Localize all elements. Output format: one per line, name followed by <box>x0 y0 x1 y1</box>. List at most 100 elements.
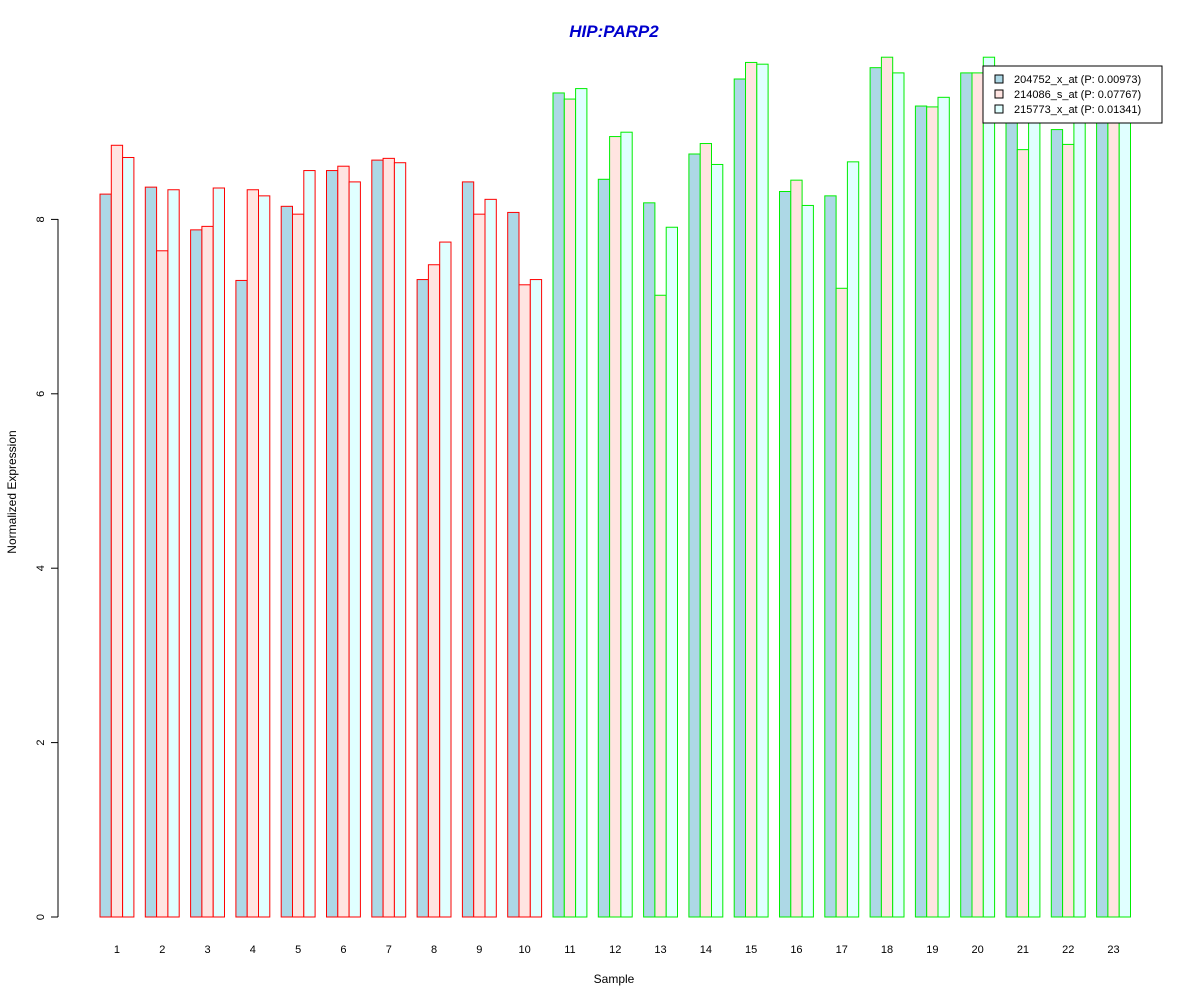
bar-sample-2-series-1 <box>144 186 158 918</box>
bar-sample-8-series-2 <box>427 264 441 918</box>
bar-sample-3-series-2 <box>201 225 214 918</box>
bar-sample-7-series-1 <box>371 159 384 918</box>
bar-sample-18-series-1 <box>869 67 882 918</box>
y-tick-label: 4 <box>35 565 47 571</box>
bars-group <box>99 56 1131 918</box>
bar-sample-18-series-3 <box>892 72 905 918</box>
legend-swatch <box>994 74 1004 84</box>
bar-sample-2-series-2 <box>156 250 169 918</box>
bar-sample-10-series-2 <box>518 284 531 918</box>
bar-sample-20-series-3 <box>982 56 996 918</box>
x-tick-label: 1 <box>114 944 120 956</box>
x-axis-label: Sample <box>594 972 635 986</box>
bar-sample-6-series-3 <box>348 181 361 918</box>
bar-sample-13-series-1 <box>643 202 656 918</box>
bar-sample-19-series-1 <box>914 105 928 918</box>
bar-sample-21-series-1 <box>1005 96 1018 918</box>
bar-sample-23-series-2 <box>1107 96 1120 918</box>
chart-title: HIP:PARP2 <box>569 22 659 41</box>
y-tick-label: 6 <box>35 391 47 397</box>
bar-sample-5-series-1 <box>280 205 294 918</box>
bar-sample-7-series-3 <box>393 162 407 918</box>
bar-sample-15-series-1 <box>733 78 747 918</box>
bar-sample-16-series-1 <box>779 190 792 918</box>
bar-sample-20-series-1 <box>960 72 973 918</box>
bar-sample-5-series-2 <box>292 213 305 918</box>
bar-sample-3-series-1 <box>190 229 203 918</box>
bar-sample-21-series-2 <box>1016 149 1030 918</box>
bar-sample-22-series-3 <box>1073 96 1086 918</box>
y-axis: 0 2 4 6 8 <box>35 216 59 920</box>
bar-sample-13-series-3 <box>665 226 679 918</box>
bar-sample-23-series-3 <box>1118 96 1131 918</box>
bar-sample-18-series-2 <box>880 56 894 918</box>
x-tick-label: 13 <box>654 944 666 956</box>
bar-sample-9-series-2 <box>473 213 486 918</box>
x-tick-label: 3 <box>204 944 210 956</box>
bar-sample-19-series-2 <box>926 106 939 918</box>
bar-sample-11-series-2 <box>563 98 577 918</box>
bar-sample-7-series-2 <box>382 157 395 918</box>
bar-sample-17-series-3 <box>846 161 860 918</box>
bar-sample-17-series-1 <box>824 195 837 918</box>
legend-label: 214086_s_at (P: 0.07767) <box>1014 89 1141 101</box>
x-tick-label: 23 <box>1107 944 1119 956</box>
x-tick-label: 6 <box>340 944 346 956</box>
legend-box <box>982 65 1163 124</box>
x-tick-label: 12 <box>609 944 621 956</box>
bar-sample-20-series-2 <box>971 72 984 918</box>
x-tick-label: 22 <box>1062 944 1074 956</box>
bar-sample-4-series-2 <box>246 189 259 918</box>
bar-sample-6-series-2 <box>337 165 350 918</box>
bar-sample-15-series-2 <box>745 61 758 918</box>
bar-sample-10-series-1 <box>507 211 520 918</box>
bar-sample-9-series-1 <box>461 181 475 918</box>
legend-swatch <box>994 89 1004 99</box>
bar-sample-4-series-1 <box>235 279 248 918</box>
x-tick-label: 19 <box>926 944 938 956</box>
bar-sample-1-series-1 <box>99 193 112 918</box>
bar-sample-3-series-3 <box>212 187 225 918</box>
x-tick-label: 11 <box>564 944 575 956</box>
bar-sample-16-series-2 <box>790 179 803 918</box>
bar-sample-16-series-3 <box>801 204 814 918</box>
bar-sample-5-series-3 <box>303 170 316 918</box>
bar-sample-6-series-1 <box>326 170 339 918</box>
x-tick-label: 16 <box>790 944 802 956</box>
bar-sample-14-series-3 <box>711 163 724 918</box>
y-tick-label: 8 <box>35 216 47 222</box>
y-tick-label: 0 <box>35 914 47 920</box>
x-tick-label: 4 <box>250 944 256 956</box>
y-axis-label: Normalized Expression <box>5 430 19 553</box>
bar-sample-12-series-1 <box>597 178 611 918</box>
bar-sample-8-series-3 <box>439 241 452 918</box>
x-tick-label: 5 <box>295 944 301 956</box>
x-tick-labels: 1 2 3 4 5 6 7 8 9 10 11 12 13 14 15 16 17 18 19 20 21 22 23 <box>114 944 1120 956</box>
x-tick-label: 7 <box>386 944 392 956</box>
bar-sample-17-series-2 <box>835 287 848 918</box>
bar-sample-8-series-1 <box>416 279 429 918</box>
bar-sample-12-series-2 <box>609 136 622 918</box>
bar-sample-1-series-3 <box>122 156 135 918</box>
x-tick-label: 14 <box>700 944 712 956</box>
bar-sample-14-series-1 <box>688 153 701 918</box>
bar-sample-22-series-2 <box>1062 143 1075 918</box>
bar-sample-11-series-1 <box>552 92 565 918</box>
x-tick-label: 8 <box>431 944 437 956</box>
bar-sample-11-series-3 <box>575 88 588 918</box>
x-tick-label: 20 <box>972 944 984 956</box>
bar-sample-1-series-2 <box>110 144 124 918</box>
bar-sample-19-series-3 <box>937 96 950 918</box>
bar-sample-9-series-3 <box>484 198 497 918</box>
x-tick-label: 18 <box>881 944 893 956</box>
bar-sample-10-series-3 <box>529 279 543 918</box>
bar-sample-21-series-3 <box>1028 96 1041 918</box>
legend: 204752_x_at (P: 0.00973) 214086_s_at (P: … <box>982 65 1163 124</box>
bar-sample-4-series-3 <box>258 195 271 918</box>
y-tick-label: 2 <box>35 740 47 746</box>
bar-sample-13-series-2 <box>654 294 667 918</box>
x-tick-label: 15 <box>745 944 757 956</box>
legend-label: 215773_x_at (P: 0.01341) <box>1014 104 1141 116</box>
bar-sample-2-series-3 <box>167 189 180 918</box>
